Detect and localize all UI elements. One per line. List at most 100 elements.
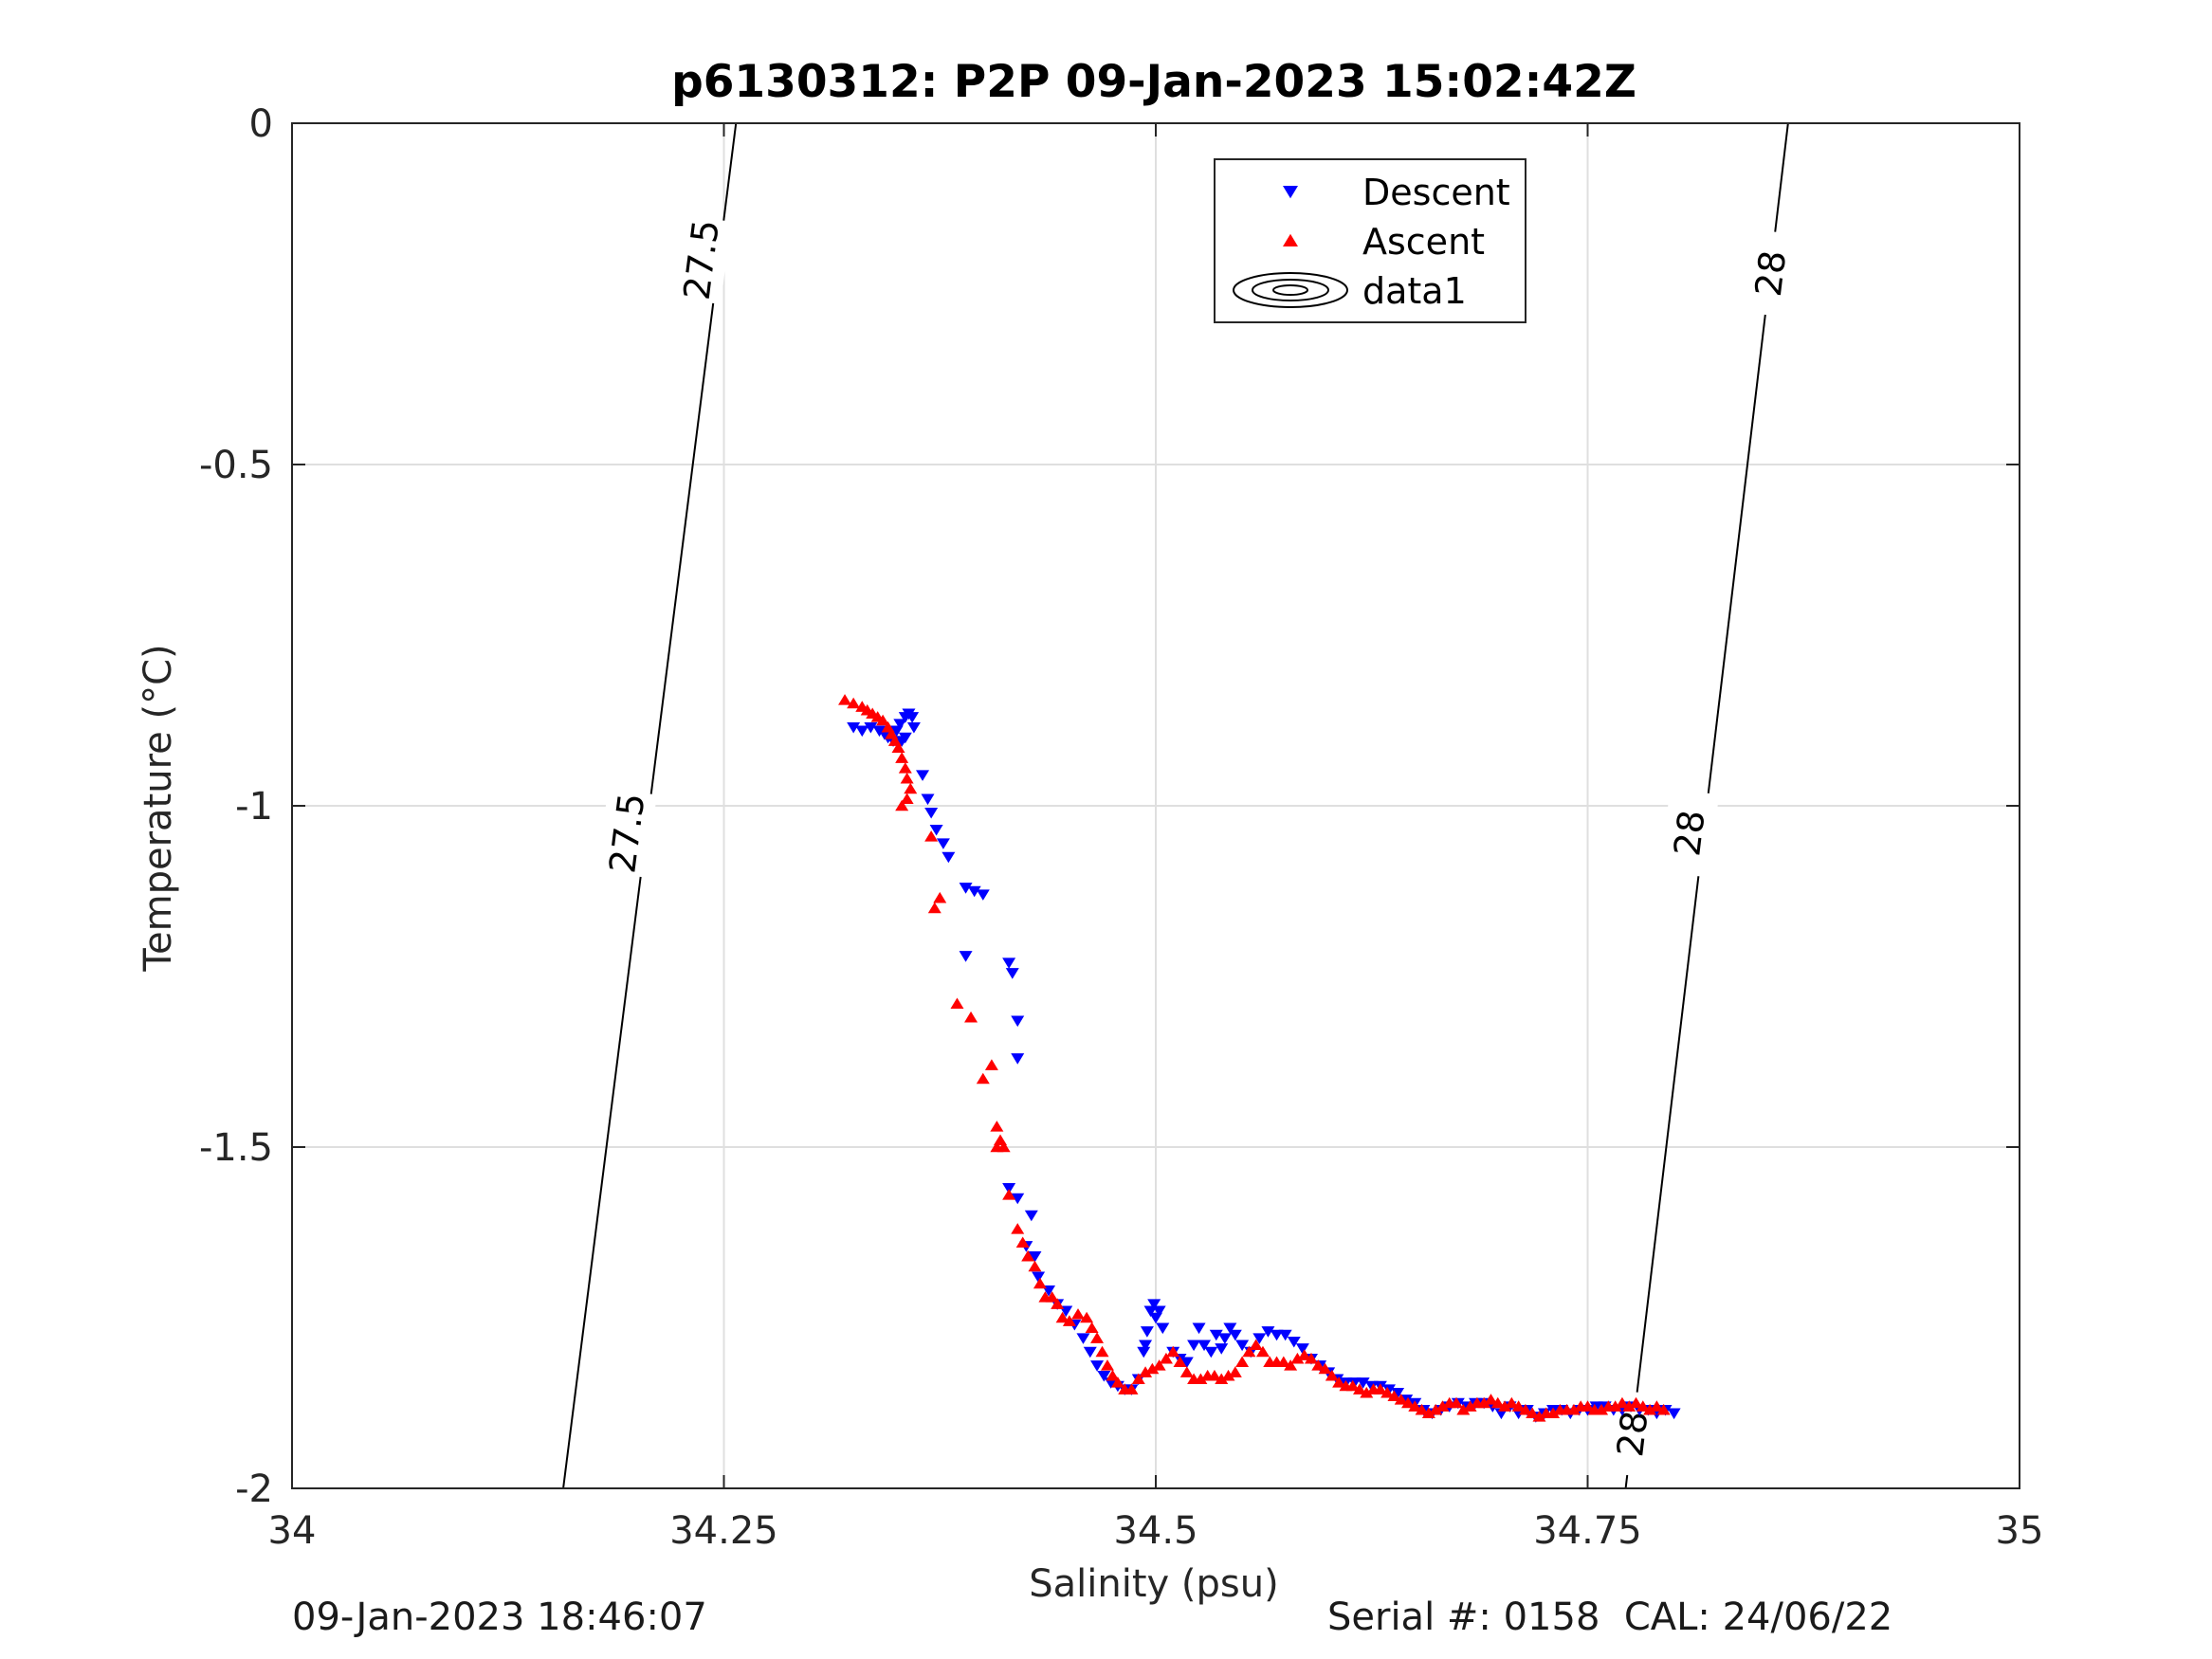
legend-contour-icon: [1233, 272, 1348, 308]
ascent-point: [1255, 1345, 1270, 1358]
ascent-point: [1055, 1311, 1069, 1323]
ascent-point: [1166, 1345, 1180, 1358]
ascent-point: [1615, 1396, 1629, 1409]
legend-contour-icon: [1272, 284, 1308, 296]
contour-label: 28: [1747, 248, 1794, 299]
legend-contour-icon: [1252, 279, 1329, 301]
ascent-point: [1131, 1373, 1145, 1385]
ascent-point: [1249, 1339, 1263, 1351]
descent-point: [1223, 1322, 1237, 1335]
legend-ascent-marker: [1283, 233, 1298, 246]
ascent-point: [950, 997, 964, 1010]
ascent-point: [1360, 1386, 1374, 1398]
ascent-point: [891, 741, 905, 754]
y-tick-label: -1: [235, 785, 273, 829]
legend-label: Ascent: [1362, 221, 1485, 263]
descent-point: [1261, 1326, 1275, 1338]
ascent-point: [1421, 1407, 1435, 1419]
descent-point: [1002, 957, 1016, 969]
descent-point: [976, 889, 990, 901]
descent-point: [1028, 1250, 1042, 1263]
descent-point: [921, 793, 935, 806]
x-axis-label: Salinity (psu): [1029, 1562, 1278, 1606]
x-tick-label: 34.75: [1533, 1509, 1642, 1553]
ascent-point: [984, 1059, 998, 1070]
ascent-point: [1304, 1352, 1318, 1364]
descent-point: [893, 719, 907, 730]
ascent-point: [1033, 1277, 1047, 1289]
legend-descent-marker: [1283, 186, 1298, 199]
legend: Descent Ascent data1: [1214, 158, 1526, 323]
ascent-point: [1394, 1394, 1408, 1405]
ascent-point: [1429, 1403, 1443, 1415]
descent-point: [1139, 1340, 1153, 1352]
descent-point: [916, 770, 930, 781]
descent-point: [1228, 1329, 1242, 1341]
descent-point: [1097, 1370, 1111, 1382]
ascent-point: [1028, 1260, 1042, 1272]
ascent-point: [895, 752, 909, 763]
descent-point: [864, 721, 878, 734]
ascent-point: [1215, 1373, 1229, 1385]
contour-label: 28: [1609, 1409, 1655, 1459]
ascent-point: [1484, 1394, 1498, 1405]
ascent-point: [1207, 1369, 1221, 1381]
ascent-point: [1526, 1407, 1540, 1419]
descent-point: [847, 721, 861, 734]
ascent-point: [990, 1121, 1004, 1132]
x-tick-label: 34.5: [1113, 1509, 1197, 1553]
ascent-point: [1456, 1403, 1471, 1415]
descent-point: [1002, 1182, 1016, 1194]
ascent-point: [1152, 1359, 1166, 1371]
ascent-point: [1352, 1383, 1366, 1395]
ascent-point: [1110, 1376, 1124, 1388]
ascent-point: [924, 830, 939, 842]
descent-point: [906, 721, 921, 734]
descent-point: [1011, 1015, 1025, 1028]
ascent-point: [1095, 1345, 1109, 1358]
descent-point: [1192, 1322, 1206, 1335]
ascent-point: [847, 697, 861, 709]
ascent-point: [1045, 1291, 1059, 1303]
ascent-point: [1490, 1396, 1505, 1409]
ascent-point: [1080, 1311, 1094, 1323]
ascent-point: [1463, 1400, 1477, 1412]
footer-timestamp: 09-Jan-2023 18:46:07: [292, 1595, 707, 1639]
descent-point: [936, 838, 950, 849]
descent-point: [1005, 968, 1019, 979]
ascent-point: [1532, 1411, 1546, 1422]
descent-point: [1252, 1333, 1267, 1344]
descent-point: [898, 732, 912, 744]
descent-point: [1215, 1343, 1229, 1355]
ascent-point: [1595, 1403, 1609, 1415]
descent-point: [855, 725, 869, 738]
ascent-point: [1139, 1366, 1153, 1377]
density-contours: 27.5 27.5 28 28 28: [562, 122, 1801, 1489]
ascent-point: [900, 772, 914, 784]
ascent-point: [1235, 1356, 1250, 1368]
legend-box: [1214, 158, 1526, 323]
ascent-point: [1505, 1396, 1519, 1409]
ascent-point: [1373, 1383, 1387, 1395]
ascent-point: [1650, 1400, 1664, 1412]
y-tick-label: -0.5: [199, 444, 273, 487]
descent-point: [1032, 1271, 1046, 1284]
ascent-point: [1071, 1308, 1086, 1320]
ascent-point: [1401, 1396, 1416, 1409]
legend-label: Descent: [1362, 172, 1510, 213]
ascent-point: [1608, 1400, 1622, 1412]
y-tick-label: -2: [235, 1468, 273, 1511]
descent-point: [1011, 1053, 1025, 1065]
contour-label: 27.5: [601, 791, 652, 875]
ascent-point: [898, 762, 912, 774]
descent-point: [941, 851, 956, 864]
ascent-point: [964, 1011, 978, 1023]
ascent-point: [1106, 1369, 1120, 1381]
y-axis-label: Temperature (°C): [137, 644, 180, 972]
descent-point: [1140, 1326, 1154, 1338]
descent-point: [1137, 1346, 1151, 1358]
ascent-point: [1276, 1356, 1290, 1368]
ascent-point: [1194, 1373, 1208, 1385]
ascent-point: [1062, 1315, 1076, 1326]
